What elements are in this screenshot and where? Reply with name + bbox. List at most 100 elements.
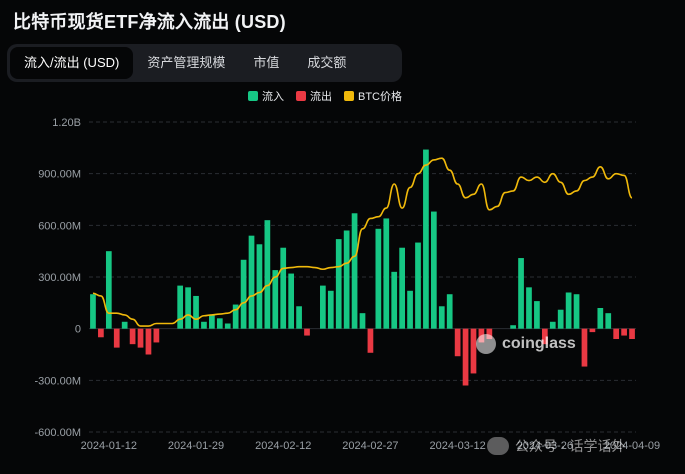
- inflow-bar: [343, 230, 350, 329]
- tab-volume[interactable]: 成交额: [307, 55, 347, 70]
- inflow-bar: [105, 251, 112, 329]
- inflow-bar: [280, 247, 287, 329]
- outflow-bar: [581, 328, 588, 367]
- outflow-bar: [629, 328, 635, 339]
- y-tick-label: -600.00M: [35, 427, 81, 439]
- inflow-bar: [232, 304, 239, 329]
- inflow-bar: [518, 258, 524, 329]
- outflow-bar: [367, 328, 374, 353]
- inflow-bar: [391, 271, 398, 329]
- inflow-bar: [351, 213, 358, 329]
- inflow-bar: [256, 244, 263, 329]
- inflow-bar: [526, 287, 532, 329]
- tab-aum[interactable]: 资产管理规模: [147, 55, 226, 70]
- inflow-bar: [335, 239, 342, 329]
- outflow-bar: [589, 328, 596, 333]
- outflow-bar: [462, 328, 469, 386]
- y-tick-label: 1.20B: [52, 117, 81, 129]
- tab-market-cap[interactable]: 市值: [253, 55, 280, 70]
- outflow-swatch: [296, 91, 306, 101]
- inflow-bar: [320, 285, 326, 329]
- y-tick-label: -300.00M: [35, 375, 81, 387]
- tab-flow[interactable]: 流入/流出 (USD): [10, 47, 134, 79]
- outflow-bar: [304, 328, 310, 336]
- outflow-bar: [470, 328, 477, 374]
- wechat-watermark: 公众号 · 话学话外: [487, 436, 625, 456]
- y-tick-label: 0: [75, 324, 81, 336]
- legend-btc-price[interactable]: BTC价格: [344, 88, 402, 104]
- inflow-bar: [407, 290, 413, 329]
- inflow-bar: [534, 301, 540, 329]
- metric-tabs: 流入/流出 (USD) 资产管理规模 市值 成交额: [7, 44, 402, 82]
- inflow-bar: [438, 306, 445, 329]
- inflow-bar: [383, 218, 390, 329]
- x-tick-label: 2024-03-26: [517, 440, 573, 452]
- outflow-bar: [153, 328, 160, 343]
- coinglass-logo-icon: [476, 334, 496, 354]
- inflow-swatch: [248, 91, 258, 101]
- inflow-bar: [423, 149, 429, 329]
- outflow-bar: [486, 328, 493, 339]
- inflow-bar: [224, 323, 231, 329]
- x-tick-label: 2024-01-12: [81, 440, 137, 452]
- inflow-bar: [177, 285, 184, 329]
- inflow-bar: [240, 259, 247, 329]
- inflow-bar: [296, 306, 302, 329]
- legend-outflow[interactable]: 流出: [296, 88, 332, 104]
- inflow-bar: [399, 247, 405, 329]
- btc-price-swatch: [344, 91, 354, 101]
- page-title: 比特币现货ETF净流入流出 (USD): [13, 12, 286, 32]
- inflow-bar: [565, 292, 572, 329]
- inflow-bar: [193, 295, 199, 329]
- inflow-bar: [248, 235, 255, 329]
- inflow-bar: [288, 273, 295, 329]
- legend-inflow[interactable]: 流入: [248, 88, 284, 104]
- inflow-bar: [90, 294, 96, 329]
- x-tick-label: 2024-03-12: [429, 440, 485, 452]
- watermark-text: coinglass: [502, 335, 576, 352]
- inflow-bar: [510, 325, 516, 329]
- legend-outflow-label: 流出: [310, 91, 332, 103]
- y-tick-label: 900.00M: [38, 169, 81, 181]
- wechat-watermark-text: 公众号 · 话学话外: [515, 438, 626, 454]
- outflow-bar: [613, 328, 620, 339]
- inflow-bar: [185, 287, 191, 329]
- inflow-bar: [327, 290, 334, 329]
- outflow-bar: [454, 328, 461, 357]
- x-tick-label: 2024-02-27: [342, 440, 398, 452]
- inflow-bar: [264, 220, 271, 329]
- x-tick-label: 2024-01-29: [168, 440, 224, 452]
- y-tick-label: 600.00M: [38, 220, 81, 232]
- inflow-bar: [573, 294, 580, 329]
- legend-btc-price-label: BTC价格: [358, 91, 402, 103]
- inflow-bar: [557, 309, 564, 329]
- outflow-bar: [541, 328, 548, 345]
- inflow-bar: [375, 228, 382, 329]
- outflow-bar: [137, 328, 144, 348]
- inflow-bar: [605, 313, 612, 329]
- outflow-bar: [621, 328, 627, 336]
- inflow-bar: [201, 321, 207, 329]
- x-tick-label: 2024-04-09: [604, 440, 660, 452]
- inflow-bar: [272, 270, 279, 329]
- legend-inflow-label: 流入: [262, 91, 284, 103]
- outflow-bar: [113, 328, 120, 348]
- inflow-bar: [359, 313, 366, 329]
- inflow-bar: [430, 211, 437, 329]
- chart-legend: 流入 流出 BTC价格: [248, 88, 402, 104]
- inflow-bar: [549, 321, 556, 329]
- inflow-bar: [121, 321, 128, 329]
- outflow-bar: [98, 328, 104, 338]
- x-tick-label: 2024-02-12: [255, 440, 311, 452]
- btc-price-line: [92, 157, 633, 327]
- y-tick-label: 300.00M: [38, 272, 81, 284]
- inflow-bar: [216, 318, 223, 329]
- inflow-bar: [597, 308, 604, 329]
- wechat-icon: [487, 437, 509, 455]
- inflow-bar: [209, 314, 215, 329]
- outflow-bar: [145, 328, 152, 355]
- coinglass-watermark: coinglass: [476, 334, 576, 354]
- inflow-bar: [415, 242, 421, 329]
- inflow-bar: [446, 294, 453, 329]
